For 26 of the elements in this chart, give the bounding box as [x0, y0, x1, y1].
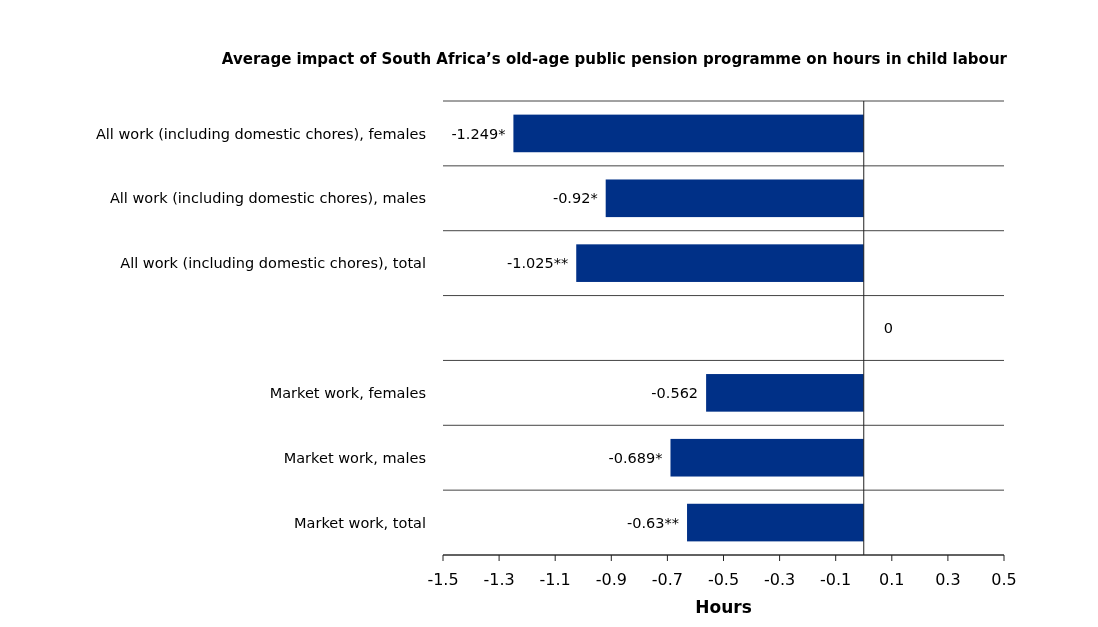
x-tick-label: -0.1 — [820, 570, 852, 589]
y-tick-label: Market work, total — [294, 514, 426, 531]
x-tick-label: -1.3 — [483, 570, 515, 589]
x-tick-label: -0.5 — [707, 570, 740, 589]
y-tick-label: All work (including domestic chores), total — [120, 255, 426, 272]
y-tick-label: Market work, males — [283, 449, 426, 466]
x-tick-label: -1.1 — [539, 570, 571, 589]
x-tick-label: 0.3 — [935, 570, 961, 589]
x-tick-label: -0.9 — [595, 570, 627, 589]
data-label: -1.025** — [506, 255, 569, 272]
chart-title: Average impact of South Africa’s old-age public pension programme on hours in child labour — [221, 50, 1008, 68]
data-label: -1.249* — [451, 125, 506, 142]
x-axis-title: Hours — [695, 597, 752, 617]
y-tick-label: All work (including domestic chores), females — [95, 125, 426, 142]
data-label: -0.63** — [627, 514, 680, 531]
data-label: 0 — [883, 320, 893, 337]
x-tick-label: 0.1 — [879, 570, 905, 589]
x-tick-label: 0.5 — [991, 570, 1017, 589]
x-tick-label: -0.7 — [651, 570, 684, 589]
x-tick-label: -0.3 — [763, 570, 796, 589]
data-label: -0.689* — [608, 449, 663, 466]
data-label: -0.562 — [651, 384, 699, 401]
y-tick-label: Market work, females — [269, 384, 426, 401]
data-label: -0.92* — [552, 190, 598, 207]
x-tick-label: -1.5 — [427, 570, 459, 589]
y-tick-label: All work (including domestic chores), males — [109, 190, 426, 207]
